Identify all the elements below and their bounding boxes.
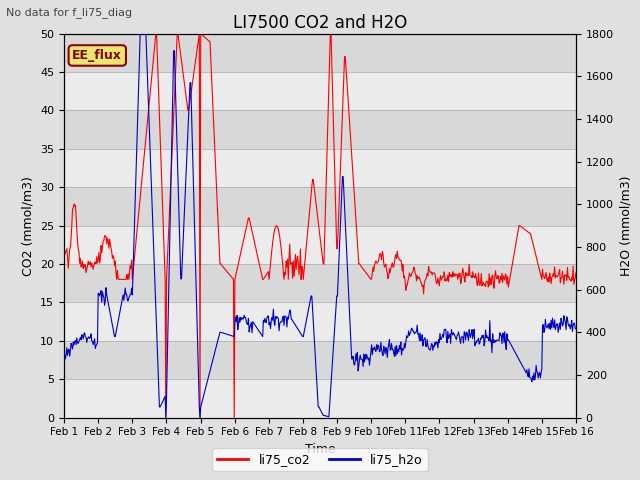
Title: LI7500 CO2 and H2O: LI7500 CO2 and H2O <box>233 14 407 32</box>
Bar <box>64 226 576 264</box>
Text: No data for f_li75_diag: No data for f_li75_diag <box>6 7 132 18</box>
Y-axis label: CO2 (mmol/m3): CO2 (mmol/m3) <box>22 176 35 276</box>
Bar <box>64 72 576 110</box>
Bar <box>64 149 576 187</box>
X-axis label: Time: Time <box>305 443 335 456</box>
Legend: li75_co2, li75_h2o: li75_co2, li75_h2o <box>212 448 428 471</box>
Text: EE_flux: EE_flux <box>72 49 122 62</box>
Bar <box>64 379 576 418</box>
Bar <box>64 302 576 341</box>
Y-axis label: H2O (mmol/m3): H2O (mmol/m3) <box>620 175 632 276</box>
